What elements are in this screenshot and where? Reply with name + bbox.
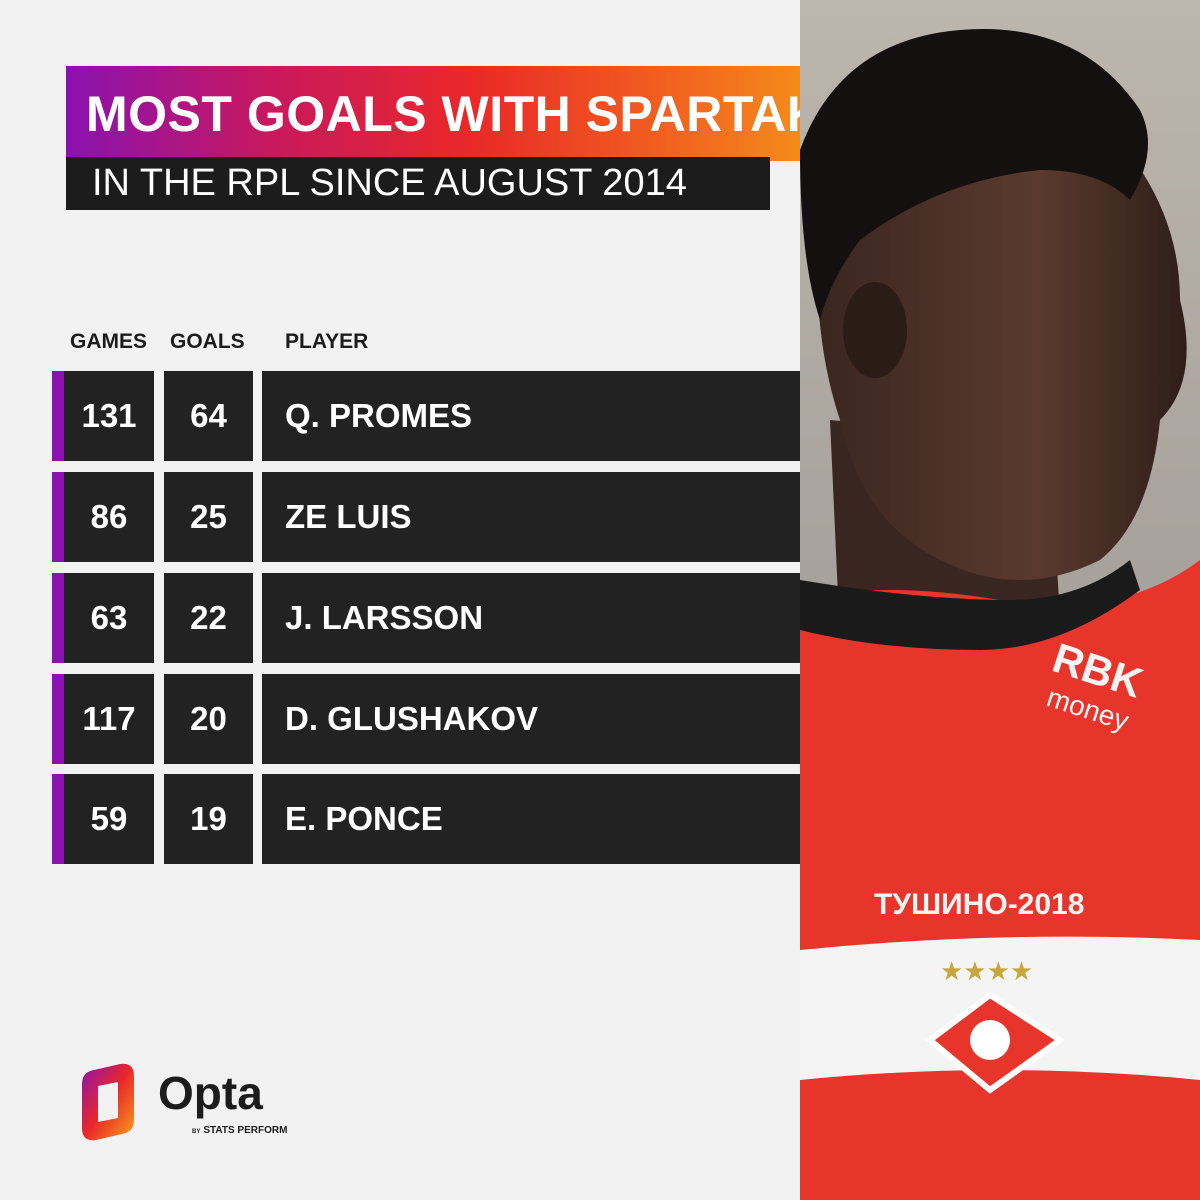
- header-player: PLAYER: [285, 330, 369, 353]
- opta-wordmark: Opta: [158, 1067, 263, 1119]
- hair-shape: [800, 29, 1148, 320]
- games-cell: 86: [64, 472, 154, 562]
- goals-cell: 22: [164, 573, 253, 663]
- chart-subtitle: IN THE RPL SINCE AUGUST 2014: [92, 162, 687, 204]
- table-row: 86 25 ZE LUIS: [52, 472, 800, 562]
- player-cell: ZE LUIS: [262, 472, 800, 562]
- games-cell: 59: [64, 774, 154, 864]
- opta-logo: Opta BY STATS PERFORM: [72, 1062, 332, 1142]
- shirt-shape: [800, 560, 1200, 1200]
- player-photo: ★★★★ RBK money ТУШИНО-2018 УКОЙЛ: [800, 0, 1200, 1200]
- row-accent-bar: [52, 573, 64, 663]
- row-accent-bar: [52, 674, 64, 764]
- player-cell: J. LARSSON: [262, 573, 800, 663]
- opta-subline: BY STATS PERFORM: [192, 1125, 288, 1136]
- goals-cell: 25: [164, 472, 253, 562]
- games-cell: 63: [64, 573, 154, 663]
- player-cell: D. GLUSHAKOV: [262, 674, 800, 764]
- goals-cell: 19: [164, 774, 253, 864]
- player-illustration: ★★★★ RBK money ТУШИНО-2018 УКОЙЛ: [800, 29, 1200, 1200]
- table-row: 59 19 E. PONCE: [52, 774, 800, 864]
- goals-cell: 20: [164, 674, 253, 764]
- table-row: 63 22 J. LARSSON: [52, 573, 800, 663]
- shirt-text: ТУШИНО-2018: [874, 888, 1084, 921]
- title-banner: MOST GOALS WITH SPARTAK: [66, 66, 876, 161]
- goals-cell: 64: [164, 371, 253, 461]
- player-cell: Q. PROMES: [262, 371, 800, 461]
- ear-shape: [843, 282, 907, 378]
- games-cell: 131: [64, 371, 154, 461]
- row-accent-bar: [52, 371, 64, 461]
- badge-ball-shape: [970, 1020, 1010, 1060]
- shirt-stars: ★★★★: [940, 957, 1033, 987]
- games-cell: 117: [64, 674, 154, 764]
- header-games: GAMES: [70, 330, 148, 353]
- shirt-bottom-text: УКОЙЛ: [820, 1117, 1094, 1200]
- player-cell: E. PONCE: [262, 774, 800, 864]
- row-accent-bar: [52, 774, 64, 864]
- infographic-panel: MOST GOALS WITH SPARTAK IN THE RPL SINCE…: [52, 66, 876, 1142]
- row-accent-bar: [52, 472, 64, 562]
- header-goals: GOALS: [170, 330, 245, 353]
- subtitle-banner: IN THE RPL SINCE AUGUST 2014: [66, 157, 770, 210]
- collar-shape: [800, 560, 1140, 650]
- table-row: 117 20 D. GLUSHAKOV: [52, 674, 800, 764]
- chart-title: MOST GOALS WITH SPARTAK: [86, 85, 824, 142]
- opta-mark-icon: [82, 1063, 134, 1141]
- table-row: 131 64 Q. PROMES: [52, 371, 800, 461]
